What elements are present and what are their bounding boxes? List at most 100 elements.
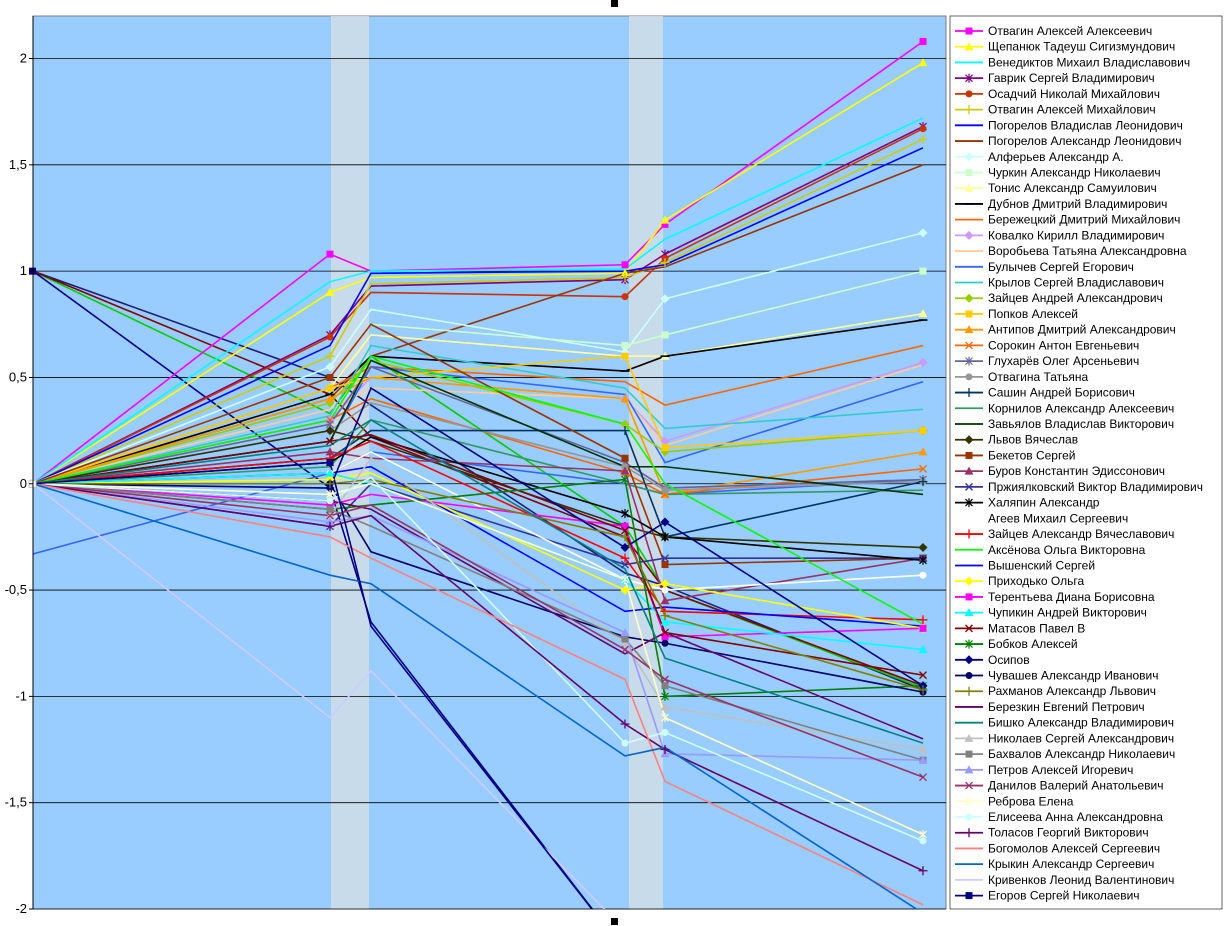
legend-label: Буров Константин Эдиссонович (988, 464, 1165, 478)
data-point (661, 561, 669, 569)
series-line-3 (33, 117, 924, 485)
legend-entry: Осадчий Николай Михайлович (955, 87, 1160, 101)
data-point (621, 475, 629, 485)
y-tick-label: 0,5 (9, 369, 27, 384)
data-point (918, 134, 928, 144)
data-point (621, 352, 629, 360)
data-point (620, 419, 630, 429)
series-line-39 (33, 434, 924, 676)
legend-entry: Воробьева Татьяна Александровна (955, 244, 1187, 258)
series-line-18 (33, 359, 924, 485)
data-point (964, 828, 974, 838)
legend-label: Погорелов Александр Леонидович (988, 134, 1182, 148)
data-point (919, 555, 927, 565)
data-point (964, 466, 974, 475)
data-point (964, 765, 974, 774)
legend-entry: Львов Вячеслав (955, 433, 1078, 447)
legend-label: Реброва Елена (988, 794, 1074, 808)
legend-label: Бережецкий Дмитрий Михайлович (988, 213, 1180, 227)
legend-label: Бахвалов Александр Николаевич (988, 747, 1175, 761)
legend-label: Отвагин Алексей Михайлович (988, 103, 1156, 117)
legend-label: Рахманов Александр Львович (988, 684, 1156, 698)
legend-label: Глухарёв Олег Арсеньевич (988, 354, 1139, 368)
data-point (325, 517, 335, 526)
legend-label: Щепанюк Тадеуш Сигизмундович (988, 40, 1175, 54)
data-point (918, 477, 928, 487)
data-point (918, 866, 928, 876)
legend-entry: Буров Константин Эдиссонович (955, 464, 1165, 478)
data-point (919, 837, 927, 845)
data-point (965, 750, 973, 758)
data-point (661, 444, 669, 452)
data-point (326, 511, 334, 520)
legend-entry: Корнилов Александр Алексеевич (955, 401, 1174, 415)
series-line-54 (33, 482, 918, 909)
legend-label: Осипов (988, 653, 1030, 667)
data-point (661, 554, 669, 563)
data-point (964, 686, 974, 696)
legend-entry: Погорелов Александр Леонидович (955, 134, 1182, 148)
legend-label: Бобков Алексей (988, 637, 1078, 651)
data-point (965, 373, 973, 381)
data-point (660, 436, 670, 446)
data-point (661, 675, 669, 684)
y-tick-label: 1 (20, 263, 27, 278)
legend-label: Булычев Сергей Егорович (988, 260, 1134, 274)
data-point (660, 294, 670, 304)
legend-entry: Бережецкий Дмитрий Михайлович (955, 213, 1180, 227)
data-point (965, 796, 973, 806)
series-line-55 (33, 483, 606, 909)
data-point (621, 645, 629, 654)
data-point (326, 459, 334, 466)
selection-handle-bottom[interactable] (611, 918, 618, 925)
legend-label: Аксёнова Ольга Викторовна (988, 543, 1146, 557)
data-point (965, 27, 973, 35)
y-axis: 2 1,5 1 0,5 0 -0,5 -1 -1,5 -2 (5, 16, 34, 916)
data-point (964, 435, 974, 445)
legend-entry: Венедиктов Михаил Владиславович (955, 55, 1190, 69)
data-point (964, 325, 974, 334)
legend-label: Агеев Михаил Сергеевич (988, 511, 1128, 525)
legend-label: Богомолов Алексей Сергеевич (988, 841, 1160, 855)
data-point (965, 341, 973, 350)
data-point (919, 571, 927, 579)
data-point (326, 250, 334, 258)
data-point (620, 426, 630, 436)
legend-label: Попков Алексей (988, 307, 1078, 321)
series-line-49 (33, 482, 924, 778)
legend-entry: Чупикин Андрей Викторович (955, 606, 1147, 620)
data-point (964, 655, 974, 665)
series-line-33 (33, 440, 924, 621)
legend-label: Кривенков Леонид Валентинович (988, 873, 1174, 887)
legend-entry: Дубнов Дмитрий Владимирович (955, 197, 1167, 211)
data-point (661, 633, 669, 641)
legend-entry: Погорелов Владислав Леонидович (955, 118, 1183, 132)
legend-label: Бекетов Сергей (988, 448, 1075, 462)
legend-label: Зайцев Андрей Александрович (988, 291, 1163, 305)
series-line-34 (33, 355, 924, 625)
series-line-51 (33, 476, 924, 842)
legend-entry: Бишко Александр Владимирович (955, 716, 1174, 730)
legend-entry: Бахвалов Александр Николаевич (955, 747, 1175, 761)
selection-handle-top[interactable] (611, 0, 618, 7)
y-tick-label: 1,5 (9, 157, 27, 172)
y-tick-label: 2 (20, 51, 27, 66)
y-tick-label: -2 (15, 901, 27, 916)
data-point (325, 351, 335, 361)
series-line-52 (33, 482, 924, 872)
data-point (325, 521, 335, 531)
legend-entry: Сашин Андрей Борисович (955, 386, 1135, 400)
legend-label: Сашин Андрей Борисович (988, 386, 1135, 400)
legend-entry: Антипов Дмитрий Александрович (955, 323, 1176, 337)
data-point (326, 373, 334, 381)
legend-entry: Отвагин Алексей Алексеевич (955, 24, 1152, 38)
series-line-41 (33, 386, 924, 687)
legend-label: Крылов Сергей Владиславович (988, 276, 1164, 290)
data-point (965, 624, 973, 633)
data-point (660, 258, 670, 268)
legend-label: Дубнов Дмитрий Владимирович (988, 197, 1167, 211)
legend-label: Львов Вячеслав (988, 433, 1078, 447)
legend-label: Приходько Ольга (988, 574, 1084, 588)
data-point (325, 362, 335, 372)
legend-entry: Зайцев Александр Вячеславович (955, 527, 1174, 541)
